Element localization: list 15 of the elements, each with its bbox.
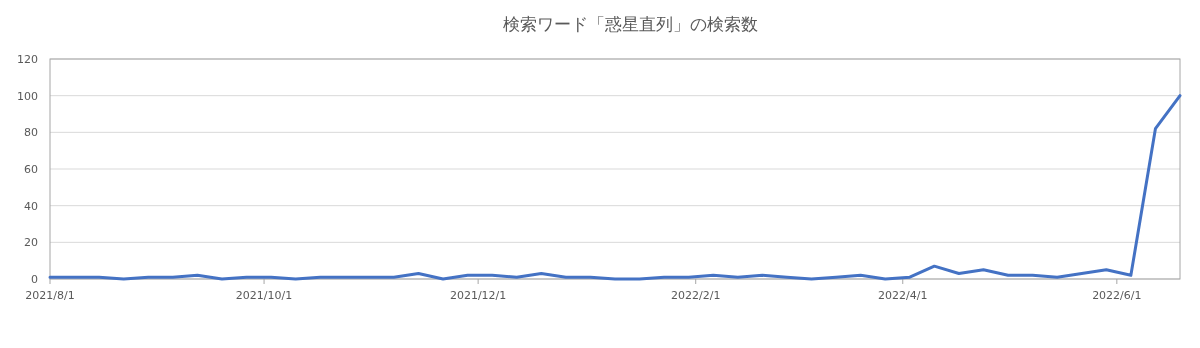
x-tick-label: 2022/4/1: [878, 289, 928, 302]
x-tick-label: 2021/8/1: [25, 289, 75, 302]
y-tick-label: 0: [31, 273, 38, 286]
x-tick-label: 2021/12/1: [449, 289, 507, 302]
y-tick-label: 80: [24, 126, 38, 140]
y-tick-label: 100: [17, 89, 38, 103]
x-tick-label: 2022/2/1: [671, 289, 721, 302]
line-series: [48, 94, 1182, 281]
y-tick-label: 120: [17, 53, 38, 66]
y-tick-label: 60: [24, 163, 38, 176]
x-tick-label: 2021/10/1: [235, 289, 293, 302]
y-tick-label: 20: [24, 236, 38, 250]
x-tick-label: 2022/6/1: [1092, 289, 1142, 302]
chart-title: 検索ワード「惑星直列」の検索数: [502, 14, 758, 34]
y-tick-label: 40: [24, 199, 38, 213]
